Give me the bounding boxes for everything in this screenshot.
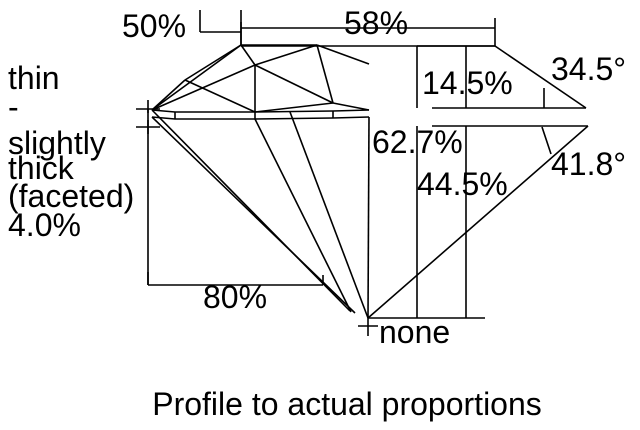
- svg-text:50%: 50%: [122, 8, 186, 44]
- svg-text:-: -: [8, 89, 19, 125]
- svg-text:Profile to actual proportions: Profile to actual proportions: [152, 386, 542, 422]
- svg-text:34.5°: 34.5°: [551, 51, 626, 87]
- svg-text:44.5%: 44.5%: [417, 166, 508, 202]
- svg-text:41.8°: 41.8°: [551, 146, 626, 182]
- svg-text:58%: 58%: [344, 5, 408, 41]
- svg-text:none: none: [379, 314, 450, 350]
- svg-text:80%: 80%: [203, 279, 267, 315]
- svg-text:14.5%: 14.5%: [422, 65, 513, 101]
- svg-text:62.7%: 62.7%: [372, 124, 463, 160]
- svg-text:4.0%: 4.0%: [8, 207, 81, 243]
